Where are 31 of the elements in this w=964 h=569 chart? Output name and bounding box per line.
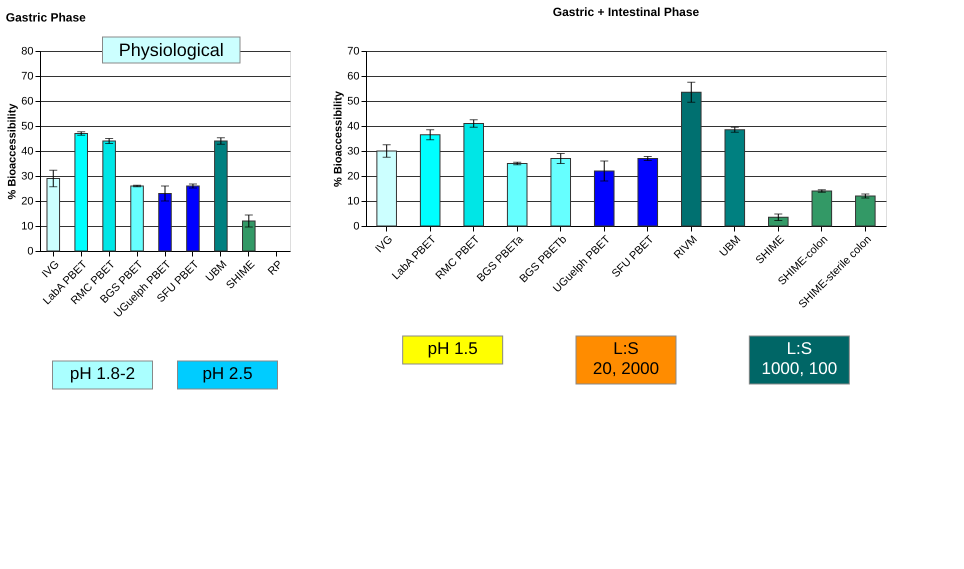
- y-tick-label: 70: [21, 70, 34, 82]
- y-tick-label: 20: [347, 170, 360, 182]
- y-tick-label: 50: [347, 96, 360, 108]
- chart-title: Gastric + Intestinal Phase: [552, 5, 700, 19]
- y-axis-title: % Bioaccessibility: [6, 102, 18, 200]
- text: pH 1.8-2: [70, 364, 136, 383]
- y-tick-label: 10: [347, 196, 360, 208]
- y-tick-label: 60: [347, 70, 360, 82]
- text: L:S 20, 2000: [592, 339, 660, 378]
- y-axis-title: % Bioaccessibility: [332, 90, 344, 187]
- text: pH 1.5: [428, 339, 478, 358]
- x-tick-label: RP: [266, 258, 286, 278]
- y-tick-label: 80: [21, 46, 34, 58]
- y-tick-label: 70: [347, 46, 360, 58]
- y-tick-label: 0: [353, 220, 360, 232]
- x-tick-label: IVG: [40, 258, 62, 280]
- chart-title: Gastric Phase: [6, 10, 86, 24]
- y-tick-label: 50: [21, 120, 34, 132]
- y-tick-label: 10: [21, 220, 34, 232]
- bar: [768, 216, 789, 226]
- y-tick-label: 0: [27, 246, 34, 258]
- y-tick-label: 30: [21, 170, 34, 182]
- text: L:S 1000, 100: [762, 339, 838, 378]
- x-tick-label: IVG: [373, 234, 396, 256]
- y-tick-label: 40: [21, 146, 34, 158]
- annotation: Physiological: [118, 40, 224, 60]
- y-tick-label: 20: [21, 196, 34, 208]
- y-tick-label: 60: [21, 96, 34, 108]
- y-tick-label: 40: [347, 120, 360, 132]
- y-tick-label: 30: [347, 146, 360, 158]
- text: pH 2.5: [202, 364, 253, 383]
